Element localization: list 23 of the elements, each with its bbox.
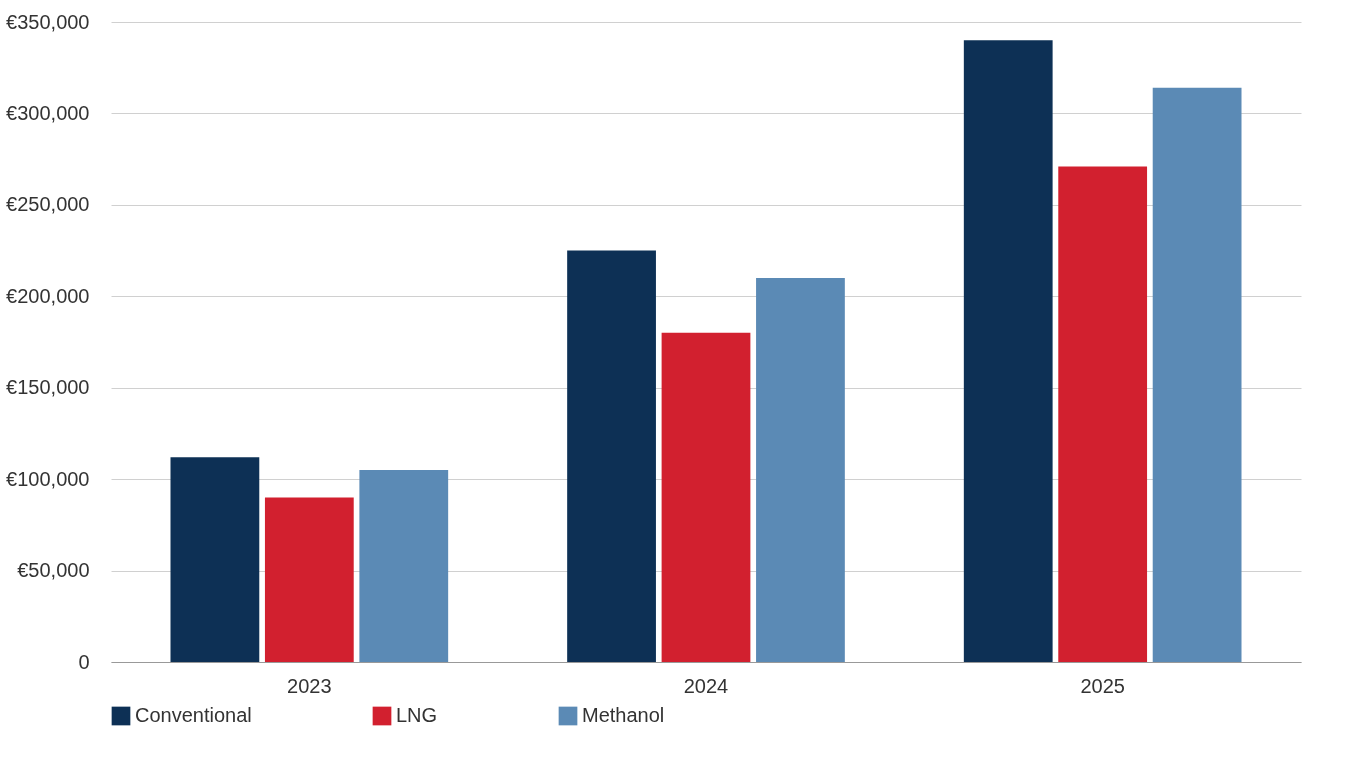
bar <box>264 497 354 662</box>
bar <box>567 250 656 662</box>
bar <box>359 470 449 662</box>
bar <box>1058 166 1148 662</box>
x-tick-label: 2025 <box>1080 674 1125 697</box>
y-tick-label: €250,000 <box>6 193 90 216</box>
y-tick-label: €300,000 <box>6 101 90 124</box>
legend-label: Methanol <box>582 704 665 726</box>
bar <box>1152 87 1242 662</box>
bar <box>170 457 260 662</box>
x-tick-label: 2023 <box>287 674 332 697</box>
x-tick-label: 2024 <box>683 674 729 697</box>
bar <box>756 278 845 662</box>
bar <box>661 332 751 662</box>
y-tick-label: €100,000 <box>6 467 90 490</box>
y-tick-label: €150,000 <box>6 376 90 399</box>
y-tick-label: €50,000 <box>17 559 90 582</box>
y-tick-label: €350,000 <box>6 10 90 33</box>
y-tick-label: €200,000 <box>6 284 90 307</box>
y-tick-label: 0 <box>78 650 90 673</box>
legend-label: Conventional <box>135 704 252 726</box>
bar <box>963 40 1053 662</box>
legend-label: LNG <box>396 704 438 726</box>
